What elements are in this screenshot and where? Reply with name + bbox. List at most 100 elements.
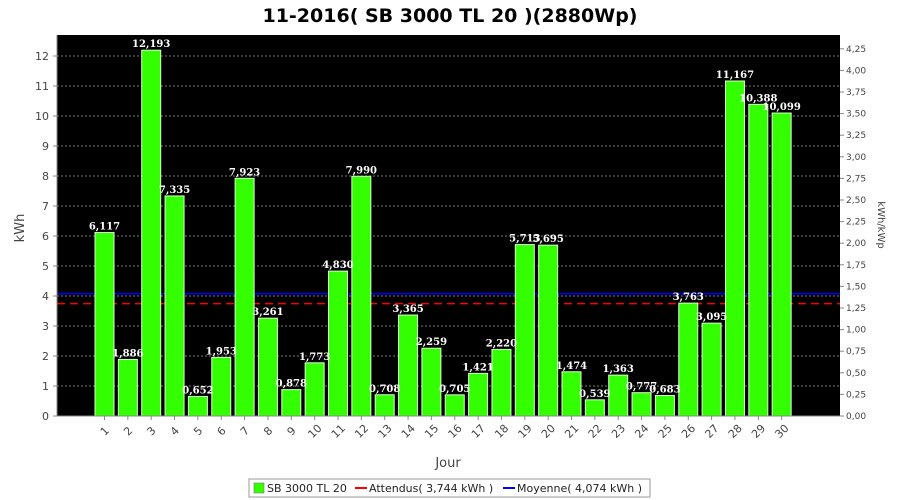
x-tick-label: 10 — [305, 422, 324, 441]
y2-tick-label: 2,50 — [846, 196, 866, 206]
legend-label-moyenne: Moyenne( 4,074 kWh ) — [517, 482, 642, 495]
x-tick-label: 5 — [191, 424, 205, 438]
bar — [561, 371, 582, 417]
y2-tick-label: 3,00 — [846, 153, 866, 163]
x-tick-label: 8 — [261, 424, 275, 438]
y2-tick-label: 2,75 — [846, 174, 866, 184]
x-tick-label: 15 — [422, 422, 441, 441]
bar — [117, 358, 138, 417]
bar — [678, 302, 699, 417]
data-label: 3,763 — [673, 292, 704, 303]
data-label: 3,365 — [392, 304, 423, 315]
y-tick-label: 3 — [42, 320, 49, 333]
y-tick-label: 5 — [42, 260, 49, 273]
bar — [281, 389, 302, 417]
y-tick-label: 11 — [35, 80, 49, 93]
x-tick-label: 1 — [98, 424, 112, 438]
bar — [748, 103, 769, 417]
bar — [374, 394, 395, 417]
bar — [631, 392, 652, 417]
bar — [491, 348, 512, 417]
x-tick-label: 17 — [469, 422, 488, 441]
legend-label-attendus: Attendus( 3,744 kWh ) — [369, 482, 493, 495]
x-tick-label: 14 — [399, 422, 418, 441]
bar — [701, 322, 722, 417]
x-tick-label: 4 — [168, 424, 182, 438]
y2-tick-label: 3,25 — [846, 131, 866, 141]
x-tick-label: 6 — [215, 424, 229, 438]
y-tick-label: 2 — [42, 350, 49, 363]
chart-title: 11-2016( SB 3000 TL 20 )(2880Wp) — [262, 5, 637, 27]
data-label: 12,193 — [132, 39, 170, 50]
bar — [514, 244, 535, 417]
bar — [211, 356, 232, 417]
x-tick-label: 12 — [352, 422, 371, 441]
bar — [234, 177, 255, 417]
legend-swatch-bars — [253, 482, 265, 494]
x-tick-label: 11 — [329, 422, 348, 441]
y2-tick-label: 0,25 — [846, 390, 866, 400]
legend: SB 3000 TL 20 Attendus( 3,744 kWh ) Moye… — [248, 478, 651, 498]
x-tick-label: 13 — [376, 422, 395, 441]
bar — [538, 244, 559, 417]
y-axis-label: kWh — [13, 214, 28, 243]
bar — [94, 231, 115, 417]
data-label: 11,167 — [716, 70, 754, 81]
y2-tick-label: 0,50 — [846, 369, 866, 379]
data-label: 10,099 — [763, 102, 801, 113]
bar — [164, 195, 185, 417]
bar — [398, 314, 419, 417]
bar — [187, 395, 208, 417]
data-labels: 6,117 1,886 12,193 7,335 0,652 1,953 7,923 3,26… — [89, 39, 801, 400]
bar — [421, 347, 442, 417]
x-tick-label: 29 — [749, 422, 768, 441]
bar — [257, 317, 278, 417]
y2-tick-label: 1,50 — [846, 282, 866, 292]
bar — [654, 395, 675, 417]
y-tick-label: 8 — [42, 170, 49, 183]
x-tick-label: 22 — [586, 422, 605, 441]
data-label: 6,117 — [89, 221, 120, 232]
bar — [444, 394, 465, 417]
data-label: 1,886 — [112, 348, 143, 359]
x-axis-label: Jour — [434, 456, 461, 471]
x-tick-label: 30 — [772, 422, 791, 441]
y2-tick-label: 4,25 — [846, 45, 866, 55]
data-label: 10,388 — [739, 93, 777, 104]
bar — [608, 374, 629, 417]
x-tick-label: 23 — [609, 422, 628, 441]
y-tick-label: 4 — [42, 290, 49, 303]
data-label: 3,261 — [252, 307, 283, 318]
bar — [468, 372, 489, 417]
y2-tick-label: 2,25 — [846, 218, 866, 228]
y2-axis-label: kWh/kWp — [875, 201, 886, 248]
y2-tick-label: 1,00 — [846, 326, 866, 336]
x-tick-label: 18 — [492, 422, 511, 441]
legend-label-bars: SB 3000 TL 20 — [267, 482, 347, 495]
y-tick-label: 7 — [42, 200, 49, 213]
bar — [304, 362, 325, 417]
data-label: 2,220 — [486, 338, 517, 349]
bar — [584, 399, 605, 417]
data-label: 1,953 — [206, 346, 237, 357]
x-tick-label: 21 — [562, 422, 581, 441]
data-label: 0,878 — [276, 379, 307, 390]
data-label: 0,777 — [626, 382, 657, 393]
y2-tick-label: 2,00 — [846, 239, 866, 249]
x-tick-label: 16 — [446, 422, 465, 441]
x-tick-label: 27 — [702, 422, 721, 441]
x-tick-label: 19 — [516, 422, 535, 441]
y-tick-label: 1 — [42, 380, 49, 393]
data-label: 0,683 — [649, 385, 680, 396]
x-tick-label: 26 — [679, 422, 698, 441]
x-tick-label: 7 — [238, 424, 252, 438]
data-label: 1,421 — [462, 362, 493, 373]
bars — [94, 49, 792, 417]
y2-tick-label: 4,00 — [846, 66, 866, 76]
y2-tick-label: 1,75 — [846, 261, 866, 271]
x-tick-label: 9 — [285, 424, 299, 438]
x-axis-ticks: 1 2 3 4 5 6 7 8 9 10 11 12 13 14 15 16 17 18 19 20 21 22 23 24 2… — [98, 416, 792, 441]
x-tick-label: 3 — [144, 424, 158, 438]
data-label: 7,335 — [159, 185, 190, 196]
